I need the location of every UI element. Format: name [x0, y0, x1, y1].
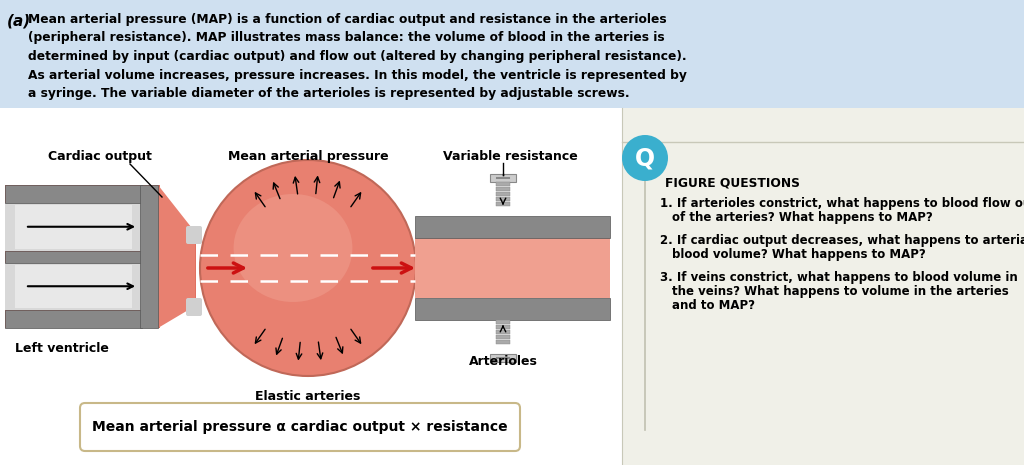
FancyBboxPatch shape: [496, 197, 510, 201]
FancyBboxPatch shape: [140, 185, 158, 328]
FancyBboxPatch shape: [5, 203, 142, 251]
FancyBboxPatch shape: [490, 174, 516, 182]
FancyBboxPatch shape: [496, 182, 510, 186]
Text: Variable resistance: Variable resistance: [442, 150, 578, 163]
Text: FIGURE QUESTIONS: FIGURE QUESTIONS: [665, 176, 800, 189]
FancyBboxPatch shape: [15, 205, 132, 248]
Text: Cardiac output: Cardiac output: [48, 150, 152, 163]
FancyBboxPatch shape: [496, 325, 510, 329]
FancyBboxPatch shape: [415, 238, 610, 298]
FancyBboxPatch shape: [415, 216, 610, 238]
FancyBboxPatch shape: [186, 226, 202, 244]
Text: 3. If veins constrict, what happens to blood volume in: 3. If veins constrict, what happens to b…: [660, 271, 1018, 284]
FancyBboxPatch shape: [496, 320, 510, 324]
Ellipse shape: [233, 194, 352, 302]
FancyBboxPatch shape: [15, 265, 132, 308]
FancyBboxPatch shape: [5, 251, 142, 263]
FancyBboxPatch shape: [5, 310, 142, 328]
Text: Arterioles: Arterioles: [469, 355, 538, 368]
FancyBboxPatch shape: [0, 0, 1024, 108]
FancyBboxPatch shape: [496, 340, 510, 344]
FancyBboxPatch shape: [496, 335, 510, 339]
FancyBboxPatch shape: [5, 185, 142, 203]
FancyBboxPatch shape: [5, 185, 160, 328]
FancyBboxPatch shape: [496, 187, 510, 191]
Text: Mean arterial pressure α cardiac output × resistance: Mean arterial pressure α cardiac output …: [92, 420, 508, 434]
Text: Mean arterial pressure: Mean arterial pressure: [227, 150, 388, 163]
Text: the veins? What happens to volume in the arteries: the veins? What happens to volume in the…: [672, 285, 1009, 298]
Text: Q: Q: [635, 146, 655, 170]
Ellipse shape: [200, 160, 416, 376]
FancyBboxPatch shape: [496, 202, 510, 206]
Text: blood volume? What happens to MAP?: blood volume? What happens to MAP?: [672, 248, 926, 261]
Polygon shape: [158, 185, 195, 328]
Text: 2. If cardiac output decreases, what happens to arterial: 2. If cardiac output decreases, what hap…: [660, 234, 1024, 247]
Text: 1. If arterioles constrict, what happens to blood flow out: 1. If arterioles constrict, what happens…: [660, 197, 1024, 210]
Text: Left ventricle: Left ventricle: [15, 342, 109, 355]
Text: (a): (a): [7, 13, 32, 28]
Text: of the arteries? What happens to MAP?: of the arteries? What happens to MAP?: [672, 211, 933, 224]
Text: Elastic arteries: Elastic arteries: [255, 390, 360, 403]
FancyBboxPatch shape: [5, 263, 142, 310]
Text: As arterial volume increases, pressure increases. In this model, the ventricle i: As arterial volume increases, pressure i…: [28, 68, 687, 81]
FancyBboxPatch shape: [80, 403, 520, 451]
Text: a syringe. The variable diameter of the arterioles is represented by adjustable : a syringe. The variable diameter of the …: [28, 87, 630, 100]
FancyBboxPatch shape: [415, 298, 610, 320]
FancyBboxPatch shape: [490, 354, 516, 362]
FancyBboxPatch shape: [496, 330, 510, 334]
Text: (peripheral resistance). MAP illustrates mass balance: the volume of blood in th: (peripheral resistance). MAP illustrates…: [28, 32, 665, 45]
Polygon shape: [158, 185, 196, 328]
FancyBboxPatch shape: [496, 192, 510, 196]
Circle shape: [622, 135, 668, 181]
Text: and to MAP?: and to MAP?: [672, 299, 755, 312]
FancyBboxPatch shape: [186, 298, 202, 316]
FancyBboxPatch shape: [622, 108, 1024, 465]
Text: determined by input (cardiac output) and flow out (altered by changing periphera: determined by input (cardiac output) and…: [28, 50, 687, 63]
Text: Mean arterial pressure (MAP) is a function of cardiac output and resistance in t: Mean arterial pressure (MAP) is a functi…: [28, 13, 667, 26]
